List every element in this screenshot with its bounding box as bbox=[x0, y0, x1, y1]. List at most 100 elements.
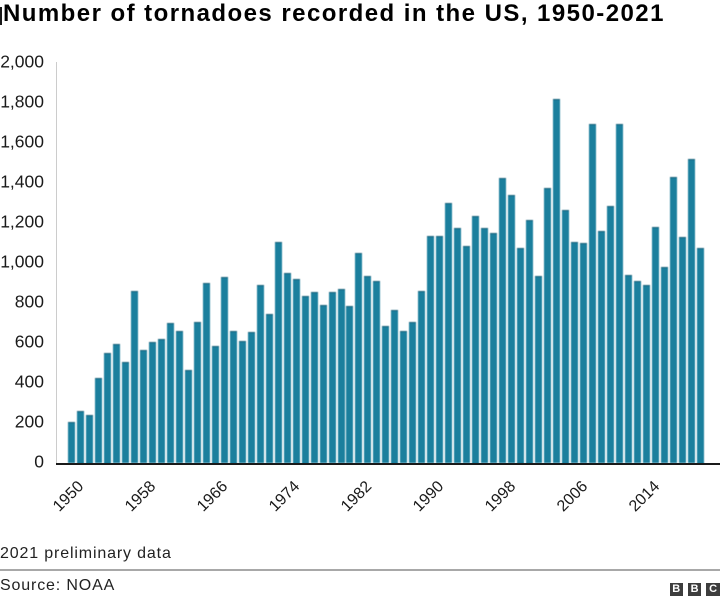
bar-1984 bbox=[373, 281, 381, 464]
y-tick-label: 600 bbox=[14, 331, 44, 352]
bar-1988 bbox=[409, 322, 417, 464]
bar-1973 bbox=[274, 242, 282, 464]
y-tick-label: 800 bbox=[14, 291, 44, 312]
x-tick-label: 1958 bbox=[122, 478, 160, 516]
bar-1981 bbox=[346, 305, 354, 464]
bar-1998 bbox=[499, 177, 507, 464]
bar-1991 bbox=[436, 236, 444, 464]
x-tick-label: 2014 bbox=[625, 478, 663, 516]
bar-1979 bbox=[328, 292, 336, 464]
separator-line bbox=[0, 569, 720, 571]
bar-1972 bbox=[265, 314, 273, 464]
y-tick-label: 0 bbox=[34, 451, 44, 472]
bar-2008 bbox=[589, 124, 597, 464]
bar-2002 bbox=[535, 275, 543, 464]
bar-1994 bbox=[463, 246, 471, 464]
bar-1971 bbox=[256, 284, 264, 464]
y-tick-label: 1,200 bbox=[0, 211, 44, 232]
y-tick-label: 2,000 bbox=[0, 51, 44, 72]
bar-1953 bbox=[94, 378, 102, 464]
x-tick-label: 1998 bbox=[481, 478, 520, 516]
bar-2007 bbox=[580, 243, 588, 464]
bar-2005 bbox=[562, 209, 570, 464]
bar-2010 bbox=[607, 206, 615, 464]
bar-1955 bbox=[112, 343, 120, 464]
bar-1976 bbox=[301, 295, 309, 464]
x-tick-label: 1990 bbox=[409, 478, 448, 516]
bar-1985 bbox=[382, 325, 390, 464]
bar-1983 bbox=[364, 276, 372, 464]
bar-1986 bbox=[391, 309, 399, 464]
bar-2014 bbox=[643, 285, 651, 464]
bar-1967 bbox=[220, 277, 228, 464]
bar-1957 bbox=[130, 291, 138, 464]
bar-1959 bbox=[148, 341, 156, 464]
y-tick-label: 1,000 bbox=[0, 251, 44, 272]
bar-1978 bbox=[319, 304, 327, 464]
bar-2017 bbox=[670, 176, 678, 464]
bar-1968 bbox=[229, 330, 237, 464]
bar-1964 bbox=[193, 321, 201, 464]
bar-2018 bbox=[679, 237, 687, 464]
y-tick-label: 1,600 bbox=[0, 131, 44, 152]
left-crop-artifact bbox=[0, 7, 2, 25]
source-credit: Source: NOAA bbox=[0, 577, 116, 594]
x-tick-label: 1966 bbox=[194, 478, 232, 516]
y-axis-line bbox=[56, 62, 57, 463]
bar-1990 bbox=[427, 235, 435, 464]
bar-1982 bbox=[355, 253, 363, 464]
bar-1989 bbox=[418, 291, 426, 464]
bar-1970 bbox=[247, 331, 255, 464]
bar-1999 bbox=[508, 194, 516, 464]
bar-1954 bbox=[103, 352, 111, 464]
bar-1993 bbox=[454, 227, 462, 464]
bar-2020 bbox=[697, 247, 705, 464]
bar-1977 bbox=[310, 292, 318, 464]
bar-1952 bbox=[85, 414, 93, 464]
y-tick-label: 200 bbox=[14, 411, 44, 432]
bbc-logo-block: B bbox=[687, 582, 702, 597]
bar-1966 bbox=[211, 345, 219, 464]
bar-1975 bbox=[292, 278, 300, 464]
bar-1969 bbox=[238, 340, 246, 464]
bar-2011 bbox=[616, 124, 624, 464]
x-tick-label: 2006 bbox=[553, 478, 591, 516]
bar-2009 bbox=[598, 231, 606, 464]
bbc-logo-block: C bbox=[706, 582, 720, 597]
bar-2001 bbox=[526, 219, 534, 464]
footnote: 2021 preliminary data bbox=[0, 545, 172, 562]
chart-title: Number of tornadoes recorded in the US, … bbox=[3, 0, 665, 27]
bar-1961 bbox=[166, 323, 174, 464]
bar-2000 bbox=[517, 247, 525, 464]
bar-2003 bbox=[544, 187, 552, 464]
bar-2004 bbox=[553, 99, 561, 464]
bar-1963 bbox=[184, 369, 192, 464]
bar-2012 bbox=[625, 274, 633, 464]
bar-2015 bbox=[652, 227, 660, 464]
bar-1960 bbox=[157, 339, 165, 464]
bar-1958 bbox=[139, 349, 147, 464]
y-tick-label: 400 bbox=[14, 371, 44, 392]
bar-1962 bbox=[175, 331, 183, 464]
x-axis-line bbox=[56, 462, 720, 465]
bbc-logo-block: B bbox=[669, 582, 683, 597]
bar-1992 bbox=[445, 203, 453, 464]
x-tick-label: 1982 bbox=[338, 478, 376, 516]
bar-1997 bbox=[490, 232, 498, 464]
y-tick-label: 1,400 bbox=[0, 171, 44, 192]
bar-1956 bbox=[121, 361, 129, 464]
bar-1980 bbox=[337, 289, 345, 464]
bar-1965 bbox=[202, 283, 210, 464]
bar-1995 bbox=[472, 215, 480, 464]
x-tick-label: 1950 bbox=[50, 478, 88, 516]
bar-1950 bbox=[67, 422, 75, 464]
y-tick-label: 1,800 bbox=[0, 91, 44, 112]
bar-1987 bbox=[400, 331, 408, 464]
bar-1951 bbox=[76, 410, 84, 464]
x-tick-label: 1974 bbox=[266, 478, 304, 516]
bar-2016 bbox=[661, 267, 669, 464]
bar-1974 bbox=[283, 273, 291, 464]
bar-2019 bbox=[688, 159, 696, 464]
